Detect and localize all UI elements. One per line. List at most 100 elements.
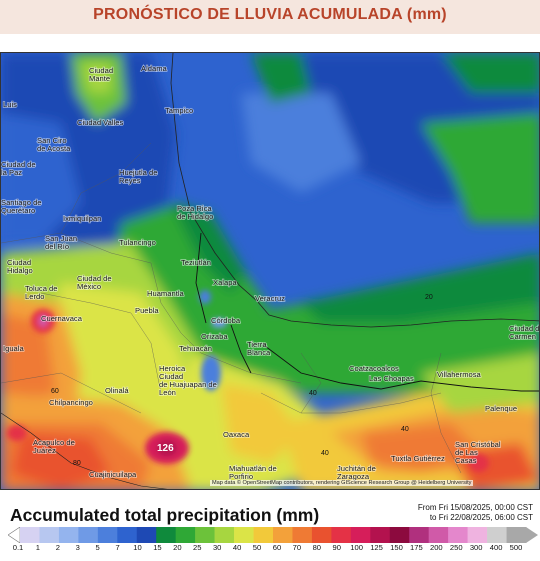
field-yellow-tabasco: [421, 353, 539, 413]
scale-tick-label: 70: [292, 543, 302, 552]
city-veracruz: Veracruz: [254, 293, 286, 304]
scale-swatch-10: [136, 527, 157, 543]
scale-tick-label: 125: [370, 543, 383, 552]
svg-text:Luis: Luis: [3, 100, 17, 109]
scale-tick-label: 1: [35, 543, 41, 552]
valid-from: From Fri 15/08/2025, 00:00 CST: [417, 503, 533, 512]
svg-text:Chilpancingo: Chilpancingo: [49, 398, 93, 407]
scale-tick-label: 150: [390, 543, 403, 552]
scale-tick-label: 50: [252, 543, 262, 552]
city-c-rdoba: Córdoba: [210, 315, 242, 326]
svg-text:Coatzacoalcos: Coatzacoalcos: [349, 364, 399, 373]
scale-swatch-20: [175, 527, 196, 543]
cell-pink-west-coast: [7, 425, 27, 441]
contour-label-20: 20: [425, 294, 433, 301]
scale-tick-label: 5: [95, 543, 100, 552]
city-puebla: Puebla: [134, 305, 160, 316]
svg-text:Cuajinicuilapa: Cuajinicuilapa: [89, 470, 137, 479]
svg-text:Villahermosa: Villahermosa: [437, 370, 482, 379]
scale-swatch-5: [97, 527, 118, 543]
scale-tick-label: 3: [75, 543, 80, 552]
scale-swatch-2: [58, 527, 79, 543]
cell-pink-chiapas: [469, 454, 489, 472]
scale-tick-label: 250: [449, 543, 463, 552]
svg-text:Veracruz: Veracruz: [255, 294, 285, 303]
scale-tick-label: 100: [350, 543, 363, 552]
city-luis: Luis: [2, 99, 18, 110]
city-toluca-de-lerdo: Toluca de Lerdo: [24, 283, 58, 302]
scale-swatch-250: [448, 527, 468, 543]
city-iguala: Iguala: [2, 343, 25, 354]
city-las-choapas: Las Choapas: [368, 373, 415, 384]
city-oaxaca: Oaxaca: [222, 429, 251, 440]
svg-text:Tulancingo: Tulancingo: [119, 238, 156, 247]
city-ciudad-de-m-xico: Ciudad de México: [76, 273, 112, 292]
svg-text:Xalapa: Xalapa: [213, 278, 237, 287]
city-palenque: Palenque: [484, 403, 518, 414]
valid-period: From Fri 15/08/2025, 00:00 CST to Fri 22…: [418, 503, 533, 523]
cell-dark-magenta-south: [157, 440, 177, 456]
highways: [195, 232, 539, 392]
scale-swatch-15: [156, 527, 176, 543]
cell-magenta-west: [38, 315, 48, 327]
svg-text:Cuernavaca: Cuernavaca: [41, 314, 83, 323]
scale-tick-label: 200: [429, 543, 443, 552]
contour-labels: 20 40 40 40 60 80 126: [51, 294, 433, 467]
city-miahuatl-n-de-porfirio: Miahuatlán de Porfirio: [228, 463, 277, 482]
field-red-chiapas: [361, 423, 481, 473]
city-tierra-blanca: Tierra Blanca: [246, 339, 272, 358]
field-red-chiapas-east: [451, 443, 539, 489]
state-borders: [1, 142, 462, 474]
scale-swatch-150: [389, 527, 410, 543]
city-tehuac-n: Tehuacán: [178, 343, 213, 354]
intense-cells: [7, 290, 489, 472]
scale-tick-label: 2: [55, 543, 60, 552]
city-ciudad-de-la-paz: Ciudad de la Paz: [1, 159, 36, 178]
svg-text:Tehuacán: Tehuacán: [179, 344, 212, 353]
svg-text:Ixmiquilpan: Ixmiquilpan: [63, 214, 101, 223]
scale-tick-label: 90: [332, 543, 341, 552]
scale-tick-label: 175: [410, 543, 423, 552]
svg-text:Aldama: Aldama: [141, 64, 168, 73]
precipitation-map[interactable]: Aldama Ciudad Mante Tampico Luis Ciudad Valle…: [0, 52, 540, 490]
field-green-gulf-east: [421, 113, 539, 223]
scale-swatch-80: [311, 527, 332, 543]
precip-field: [1, 53, 539, 489]
scale-swatch-25: [195, 527, 215, 543]
scale-arrow-right: [526, 527, 538, 543]
city-san-juan-del-r-o: San Juan del Río: [44, 233, 78, 252]
field-orange-oaxaca: [221, 383, 301, 463]
city-coatzacoalcos: Coatzacoalcos: [348, 363, 400, 374]
legend-title: Accumulated total precipitation (mm): [10, 505, 320, 525]
scale-tick-label: 30: [212, 543, 222, 552]
field-dark-green-band: [301, 253, 539, 323]
scale-tick-label: 300: [469, 543, 483, 552]
field-red-guerrero: [11, 433, 111, 489]
scale-swatch-0-1: [20, 527, 40, 543]
field-light-blue-patch: [241, 93, 361, 193]
map-attribution: Map data © OpenStreetMap contributors, r…: [210, 480, 474, 486]
valid-to: to Fri 22/08/2025, 06:00 CST: [429, 513, 533, 522]
city-aldama: Aldama: [140, 63, 168, 74]
svg-text:Orizaba: Orizaba: [201, 332, 228, 341]
city-ciudad-mante: Ciudad Mante: [88, 65, 114, 84]
scale-tick-label: 80: [312, 543, 322, 552]
scale-swatch-7: [117, 527, 138, 543]
scale-swatch-300: [467, 527, 488, 543]
svg-text:Olinalá: Olinalá: [105, 386, 129, 395]
map-canvas: Aldama Ciudad Mante Tampico Luis Ciudad Valle…: [1, 53, 539, 489]
city-olinal-: Olinalá: [104, 385, 130, 396]
city-labels: Aldama Ciudad Mante Tampico Luis Ciudad Valle…: [1, 63, 539, 482]
title-bar: PRONÓSTICO DE LLUVIA ACUMULADA (mm): [0, 0, 540, 34]
scale-tick-label: 40: [232, 543, 242, 552]
city-huamantla: Huamantla: [146, 288, 185, 299]
scale-swatch-50: [253, 527, 274, 543]
